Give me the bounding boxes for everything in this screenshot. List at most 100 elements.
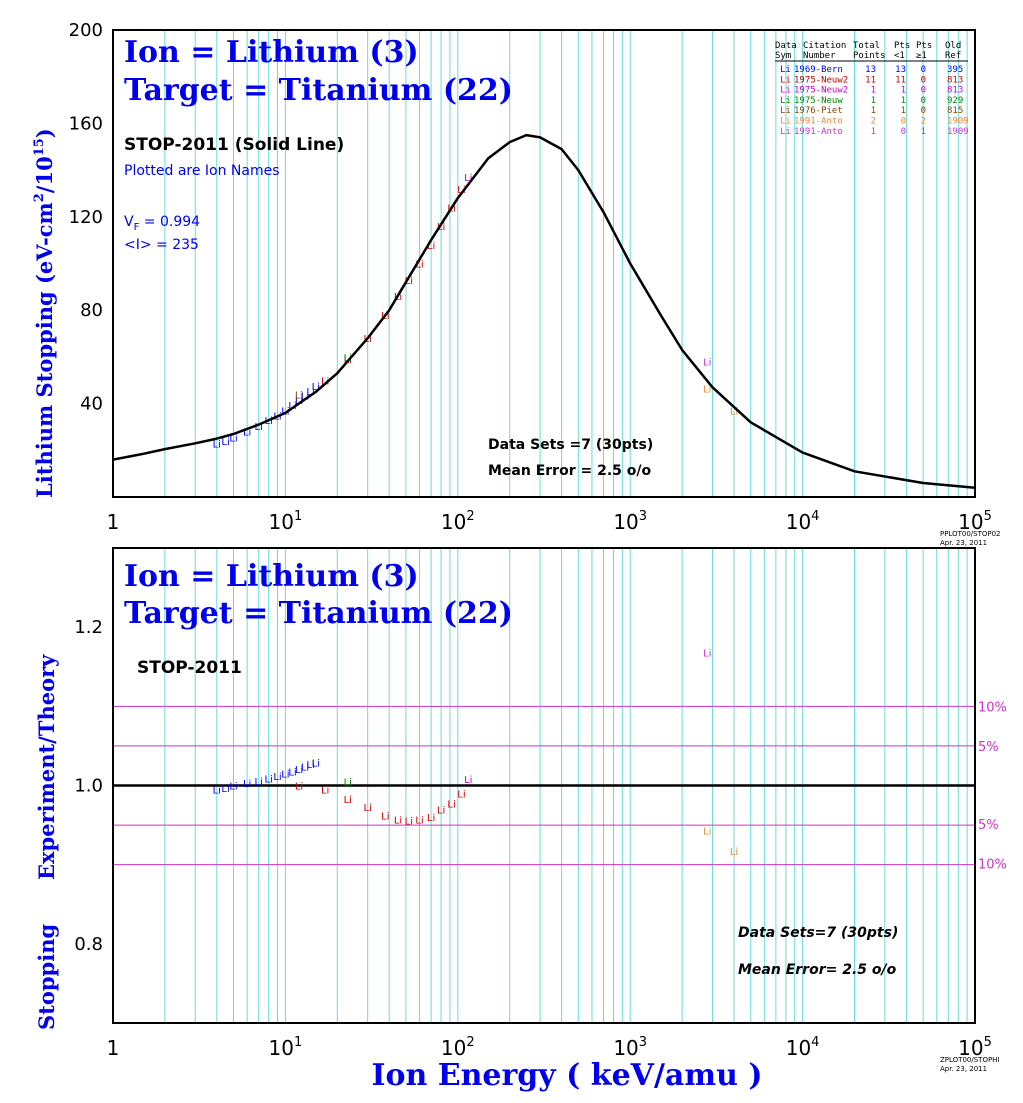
plot-note: Plotted are Ion Names <box>124 163 280 179</box>
legend-header: Sym <box>775 51 791 61</box>
data-point-marker: Li <box>229 782 237 793</box>
legend-header: Pts <box>894 41 910 51</box>
series-1991-anto: Li <box>703 649 711 660</box>
data-point-marker: Li <box>427 813 435 824</box>
data-point-marker: Li <box>415 816 423 827</box>
y-axis-label-sup: 2 <box>32 193 47 202</box>
legend-header: Points <box>853 51 886 61</box>
series-1975-neuw2: Li <box>464 775 472 786</box>
x-tick-label: 103 <box>613 1035 647 1060</box>
legend-points-ge1: 2 <box>921 117 926 127</box>
data-point-marker: Li <box>301 391 309 402</box>
data-point-marker: Li <box>703 649 711 660</box>
deviation-band-label: 10% <box>978 700 1007 715</box>
legend-table: Data Citation Total Pts Pts Old Sym Number Point… <box>775 41 969 137</box>
data-point-marker: Li <box>394 816 402 827</box>
legend-header: Citation <box>803 41 846 51</box>
legend-points-lt1: 1 <box>901 86 906 96</box>
x-tick-base: 10 <box>786 1036 811 1060</box>
legend-header: <1 <box>894 51 905 61</box>
data-point-marker: Li <box>229 433 237 444</box>
legend-points-ge1: 1 <box>921 127 926 137</box>
legend-ref: 1909 <box>947 117 969 127</box>
legend-total-points: 1 <box>871 127 876 137</box>
data-point-marker: Li <box>255 777 263 788</box>
x-tick-label: 102 <box>441 1035 475 1060</box>
series-1975-neuw: Li <box>344 778 352 789</box>
plot-stamp: PPLOT00/STOP02 <box>940 530 1001 538</box>
y-tick-label: 1.0 <box>74 776 103 797</box>
data-point-marker: Li <box>288 767 296 778</box>
legend-ref: 813 <box>947 75 963 85</box>
data-point-marker: Li <box>405 816 413 827</box>
data-point-marker: Li <box>730 407 738 418</box>
data-point-marker: Li <box>703 827 711 838</box>
x-tick-base: 10 <box>269 1036 294 1060</box>
legend-ref: 929 <box>947 96 963 106</box>
x-axis-label: Ion Energy ( keV/amu ) <box>371 1058 762 1093</box>
data-point-marker: Li <box>381 812 389 823</box>
legend-header: Old <box>945 41 961 51</box>
series-1975-neuw2: Li <box>464 173 472 184</box>
data-point-marker: Li <box>312 759 320 770</box>
data-point-marker: Li <box>464 775 472 786</box>
series-1976-piet: Li <box>295 390 303 401</box>
plot-stamp-date: Apr. 23, 2011 <box>940 539 987 547</box>
plot-stamp: ZPLOT00/STOPHI <box>940 1056 1000 1064</box>
x-tick-base: 10 <box>786 510 811 534</box>
legend-points-ge1: 0 <box>921 65 926 75</box>
x-tick-exponent: 1 <box>294 1035 302 1050</box>
data-point-marker: Li <box>273 772 281 783</box>
x-tick-label: 101 <box>269 509 303 534</box>
legend-citation: 1975-Neuw2 <box>794 86 848 96</box>
data-point-marker: Li <box>312 382 320 393</box>
title-ion: Ion = Lithium (3) <box>124 35 419 70</box>
legend-points-ge1: 0 <box>921 86 926 96</box>
data-point-marker: Li <box>281 770 289 781</box>
y-axis-label-end: ) <box>32 128 57 138</box>
data-point-marker: Li <box>321 376 329 387</box>
series-1991-anto: Li Li <box>703 384 738 417</box>
x-tick-label: 101 <box>269 1035 303 1060</box>
data-point-marker: Li <box>415 260 423 271</box>
x-tick-label: 105 <box>958 509 992 534</box>
model-label: STOP-2011 <box>137 658 242 678</box>
y-axis-label: Lithium Stopping (eV-cm2/1015) <box>32 128 57 498</box>
legend-header: Data <box>775 41 797 51</box>
vf-symbol: V <box>124 214 134 230</box>
data-point-marker: Li <box>344 353 352 364</box>
deviation-band-label: 10% <box>978 858 1007 873</box>
plot-stamp-date: Apr. 23, 2011 <box>940 1065 987 1073</box>
legend-header: Ref <box>945 51 961 61</box>
legend-points-lt1: 11 <box>895 75 906 85</box>
summary-data-sets: Data Sets=7 (30pts) <box>738 925 898 941</box>
x-tick-exponent: 1 <box>294 509 302 524</box>
vf-label: VF = 0.994 <box>124 214 200 233</box>
y-tick-label: 80 <box>80 300 103 321</box>
data-point-marker: Li <box>703 358 711 369</box>
y-tick-label: 200 <box>69 20 103 41</box>
x-tick-label: 104 <box>786 509 820 534</box>
legend-points-lt1: 1 <box>901 106 906 116</box>
data-point-marker: Li <box>295 765 303 776</box>
legend-points-lt1: 13 <box>895 65 906 75</box>
legend-citation: 1975-Neuw2 <box>794 75 848 85</box>
data-point-marker: Li <box>295 782 303 793</box>
summary-mean-error: Mean Error= 2.5 o/o <box>738 962 897 978</box>
x-tick-label: 103 <box>613 509 647 534</box>
x-tick-base: 10 <box>269 510 294 534</box>
y-axis-label-sup: 15 <box>32 138 47 156</box>
series-1991-anto: Li <box>703 358 711 369</box>
data-point-marker: Li <box>437 805 445 816</box>
mean-excitation: <I> = 235 <box>124 237 199 253</box>
data-point-marker: Li <box>265 774 273 785</box>
legend-points-ge1: 0 <box>921 96 926 106</box>
legend-total-points: 13 <box>865 65 876 75</box>
legend-symbol: Li <box>780 106 791 116</box>
vf-subscript: F <box>134 222 140 233</box>
legend-citation: 1976-Piet <box>794 106 843 116</box>
